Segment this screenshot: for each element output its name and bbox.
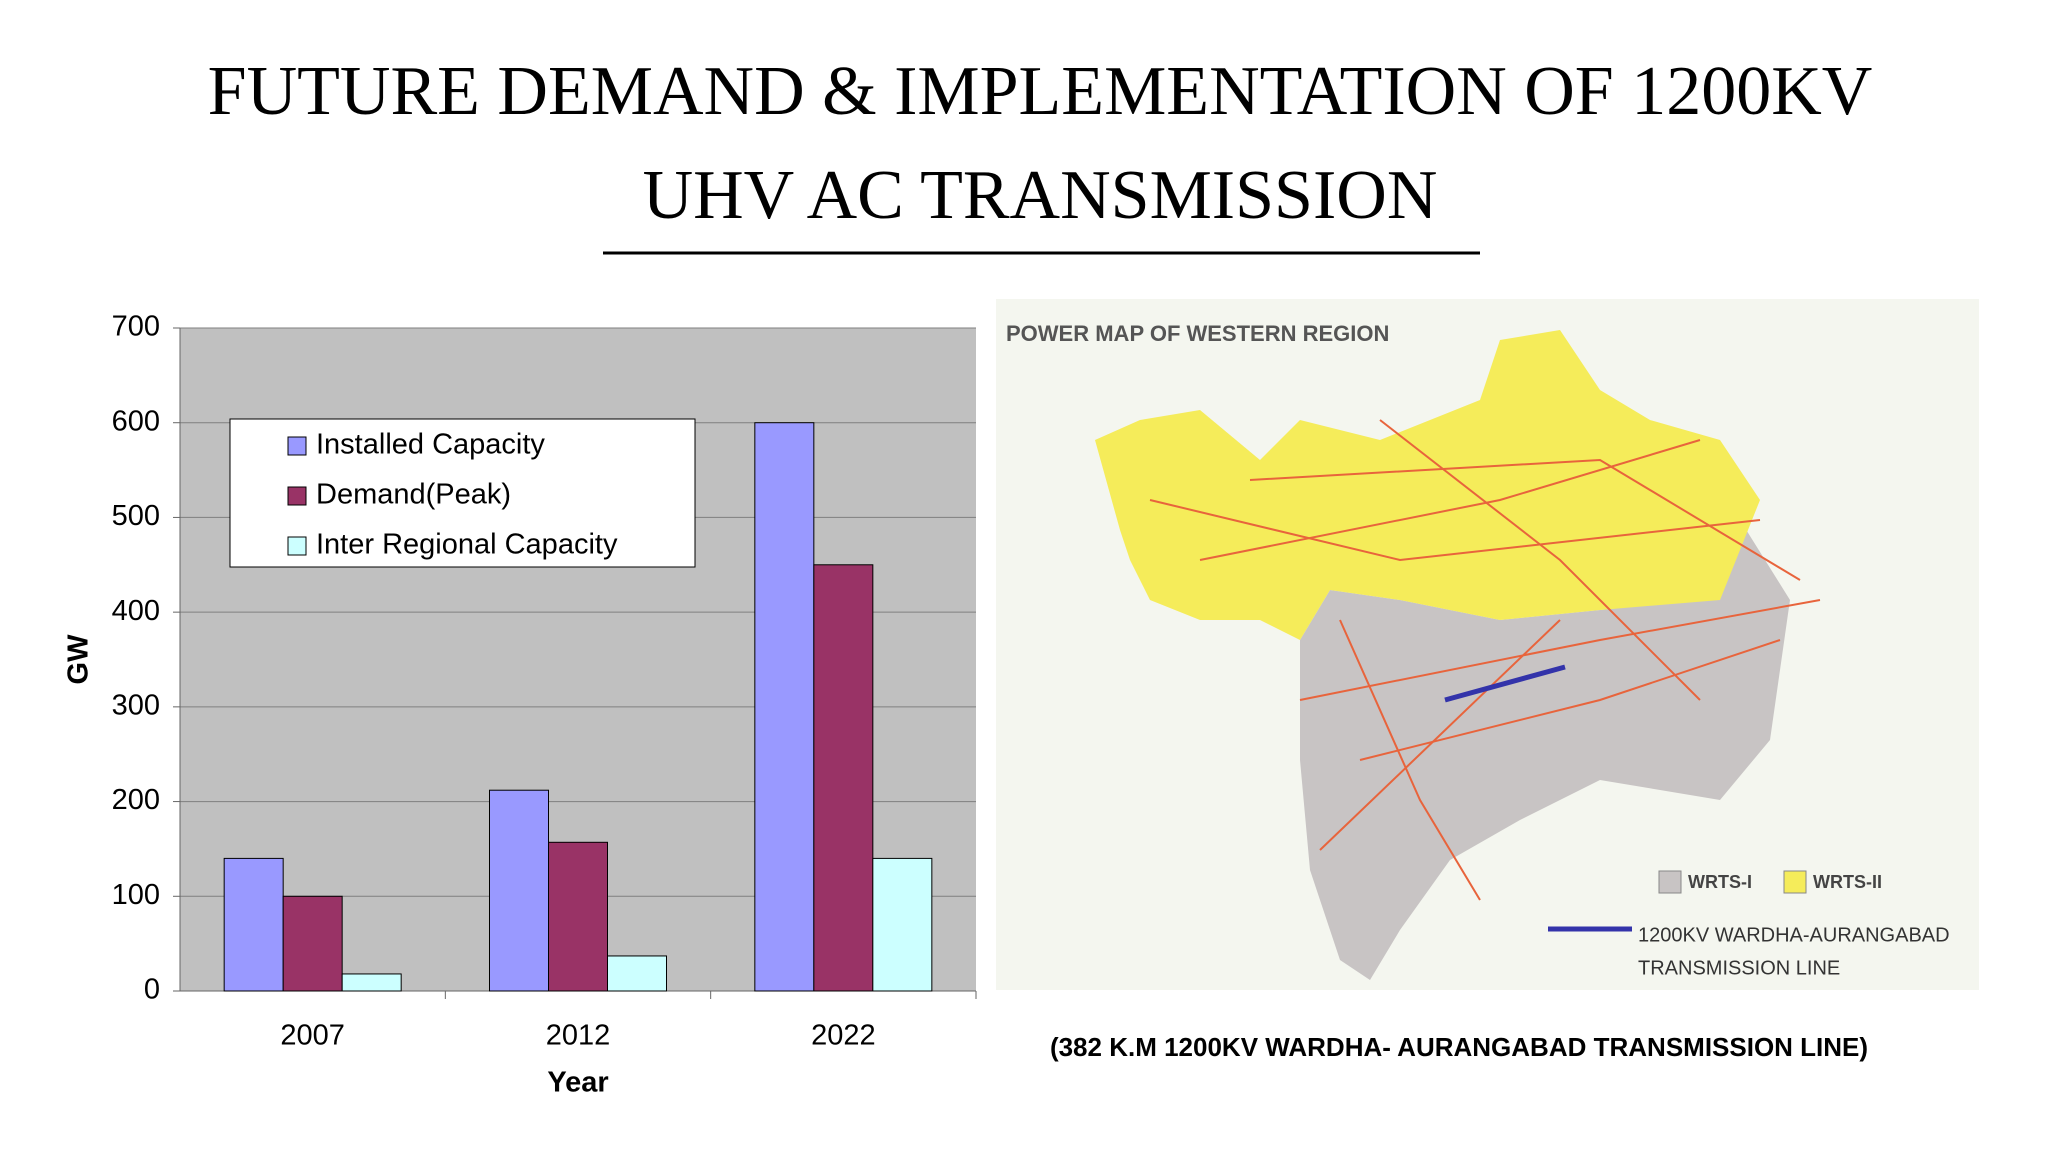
map-region-wrts1 (1300, 520, 1790, 980)
bar (607, 955, 667, 992)
y-tick-label: 700 (112, 311, 160, 343)
x-axis-label: Year (547, 1067, 608, 1099)
y-tick-label: 500 (112, 500, 160, 532)
x-tick-label: 2022 (811, 1020, 876, 1052)
bar (489, 789, 549, 992)
legend-swatch (287, 536, 307, 556)
map-region-wrts2 (1095, 330, 1760, 640)
title-line: UHV AC TRANSMISSION (643, 157, 1438, 234)
map-title: POWER MAP OF WESTERN REGION (1006, 321, 1389, 346)
y-axis-label: GW (63, 634, 95, 685)
bar (223, 857, 284, 992)
legend-box (229, 418, 696, 568)
map-legend-label: WRTS-II (1813, 872, 1882, 892)
x-tick-label: 2007 (280, 1020, 345, 1052)
bar (282, 895, 343, 992)
legend-label: Demand(Peak) (316, 479, 511, 511)
legend-label: Inter Regional Capacity (316, 529, 618, 561)
y-tick-label: 400 (112, 595, 160, 627)
map-line-label: TRANSMISSION LINE (1638, 957, 1840, 979)
bar (548, 841, 608, 992)
bar (341, 973, 402, 992)
map: POWER MAP OF WESTERN REGION WRTS-I WRTS-… (996, 299, 1979, 990)
y-tick-label: 100 (112, 879, 160, 911)
bar (872, 857, 933, 992)
map-legend-label: WRTS-I (1688, 872, 1752, 892)
map-legend-swatch (1658, 870, 1682, 894)
x-tick-label: 2012 (546, 1020, 611, 1052)
map-lines (1149, 419, 1821, 901)
legend-label: Installed Capacity (316, 429, 545, 461)
y-tick-label: 600 (112, 405, 160, 437)
map-1200kv-line (1444, 664, 1566, 703)
legend-swatch (287, 436, 307, 456)
bar (813, 564, 874, 992)
map-line-label: 1200KV WARDHA-AURANGABAD (1638, 924, 1950, 946)
y-tick-label: 200 (112, 784, 160, 816)
legend-swatch (287, 486, 307, 506)
y-tick-label: 0 (144, 974, 160, 1006)
title-line: FUTURE DEMAND & IMPLEMENTATION OF 1200KV (208, 53, 1873, 130)
caption: (382 K.M 1200KV WARDHA- AURANGABAD TRANS… (1050, 1032, 1868, 1062)
y-tick-label: 300 (112, 690, 160, 722)
bar (754, 422, 815, 992)
map-legend-swatch (1783, 870, 1807, 894)
